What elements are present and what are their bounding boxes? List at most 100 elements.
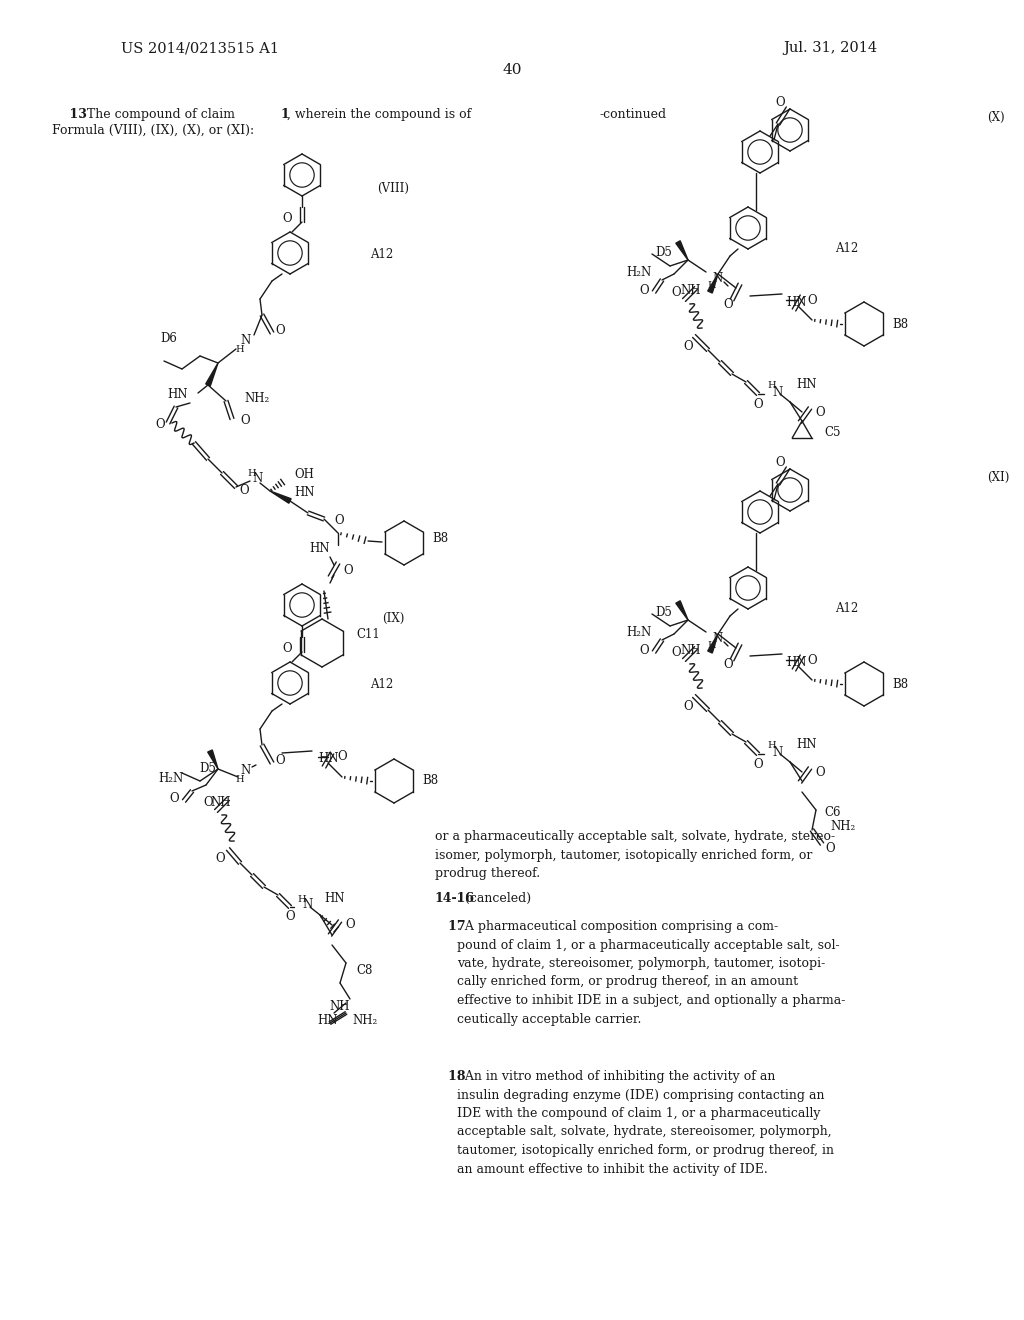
Text: H: H: [768, 381, 776, 391]
Text: O: O: [639, 644, 649, 656]
Text: (IX): (IX): [382, 611, 404, 624]
Text: C6: C6: [824, 805, 841, 818]
Text: H: H: [236, 345, 245, 354]
Text: O: O: [754, 397, 763, 411]
Text: O: O: [815, 766, 824, 779]
Text: N: N: [241, 334, 251, 347]
Text: NH: NH: [680, 284, 700, 297]
Text: O: O: [343, 565, 353, 578]
Text: O: O: [169, 792, 179, 805]
Text: H: H: [248, 469, 256, 478]
Text: NH₂: NH₂: [830, 820, 855, 833]
Text: H: H: [298, 895, 306, 903]
Text: O: O: [240, 414, 250, 428]
Text: 13: 13: [52, 108, 87, 121]
Text: NH: NH: [680, 644, 700, 656]
Text: NH₂: NH₂: [244, 392, 269, 405]
Text: -continued: -continued: [600, 108, 667, 121]
Text: O: O: [240, 484, 249, 498]
Text: HN: HN: [168, 388, 188, 401]
Text: B8: B8: [422, 775, 438, 788]
Text: . A pharmaceutical composition comprising a com-
pound of claim 1, or a pharmace: . A pharmaceutical composition comprisin…: [457, 920, 846, 1026]
Text: O: O: [275, 325, 285, 338]
Text: H₂N: H₂N: [159, 772, 184, 785]
Text: US 2014/0213515 A1: US 2014/0213515 A1: [121, 41, 279, 55]
Text: O: O: [283, 211, 292, 224]
Text: 1: 1: [280, 108, 289, 121]
Text: HN: HN: [318, 752, 339, 766]
Text: O: O: [723, 657, 733, 671]
Text: . The compound of claim: . The compound of claim: [79, 108, 239, 121]
Text: O: O: [671, 285, 681, 298]
Text: O: O: [683, 339, 693, 352]
Text: 40: 40: [502, 63, 522, 77]
Text: (X): (X): [987, 111, 1005, 124]
Text: N: N: [713, 631, 723, 644]
Text: HN: HN: [786, 296, 807, 309]
Text: N: N: [773, 385, 783, 399]
Text: O: O: [286, 911, 295, 924]
Text: HN: HN: [796, 378, 816, 391]
Text: Jul. 31, 2014: Jul. 31, 2014: [783, 41, 878, 55]
Text: HN: HN: [786, 656, 807, 668]
Text: H: H: [708, 281, 717, 290]
Text: O: O: [815, 405, 824, 418]
Text: B8: B8: [892, 677, 908, 690]
Text: B8: B8: [892, 318, 908, 330]
Text: O: O: [334, 515, 344, 528]
Text: D6: D6: [160, 331, 177, 345]
Text: , wherein the compound is of: , wherein the compound is of: [287, 108, 471, 121]
Polygon shape: [708, 634, 718, 653]
Text: A12: A12: [835, 242, 858, 255]
Text: HN: HN: [796, 738, 816, 751]
Text: OH: OH: [294, 469, 314, 482]
Text: O: O: [775, 95, 784, 108]
Text: HN: HN: [309, 543, 330, 556]
Text: O: O: [156, 418, 165, 432]
Text: O: O: [639, 284, 649, 297]
Text: H₂N: H₂N: [627, 626, 652, 639]
Text: HN: HN: [324, 892, 344, 906]
Text: D5: D5: [655, 246, 672, 259]
Polygon shape: [676, 601, 688, 620]
Text: C8: C8: [356, 965, 373, 978]
Polygon shape: [270, 491, 291, 503]
Text: H: H: [708, 642, 717, 651]
Text: (VIII): (VIII): [377, 181, 409, 194]
Text: O: O: [825, 842, 835, 854]
Text: O: O: [275, 755, 285, 767]
Text: O: O: [345, 919, 354, 932]
Text: D5: D5: [655, 606, 672, 619]
Polygon shape: [206, 363, 218, 385]
Text: 18: 18: [435, 1071, 466, 1082]
Text: B8: B8: [432, 532, 449, 544]
Text: H₂N: H₂N: [627, 265, 652, 279]
Text: N: N: [303, 899, 313, 912]
Text: D5: D5: [199, 763, 216, 776]
Text: O: O: [683, 700, 693, 713]
Text: C11: C11: [356, 628, 380, 642]
Polygon shape: [208, 750, 218, 770]
Text: H: H: [236, 775, 245, 784]
Text: N: N: [241, 764, 251, 777]
Text: O: O: [283, 642, 292, 655]
Text: 17: 17: [435, 920, 466, 933]
Text: or a pharmaceutically acceptable salt, solvate, hydrate, stereo-
isomer, polymor: or a pharmaceutically acceptable salt, s…: [435, 830, 836, 880]
Polygon shape: [708, 275, 718, 293]
Text: O: O: [775, 455, 784, 469]
Text: (XI): (XI): [987, 470, 1010, 483]
Text: C5: C5: [824, 425, 841, 438]
Text: O: O: [337, 751, 347, 763]
Text: HN: HN: [294, 487, 314, 499]
Text: H: H: [768, 742, 776, 751]
Text: NH₂: NH₂: [352, 1015, 377, 1027]
Text: Formula (VIII), (IX), (X), or (XI):: Formula (VIII), (IX), (X), or (XI):: [52, 124, 254, 137]
Text: . (canceled): . (canceled): [457, 892, 531, 906]
Text: O: O: [723, 297, 733, 310]
Text: NH: NH: [330, 1001, 350, 1014]
Text: . An in vitro method of inhibiting the activity of an
insulin degrading enzyme (: . An in vitro method of inhibiting the a…: [457, 1071, 834, 1176]
Text: NH: NH: [210, 796, 230, 809]
Text: A12: A12: [370, 678, 393, 692]
Text: O: O: [671, 645, 681, 659]
Text: O: O: [754, 758, 763, 771]
